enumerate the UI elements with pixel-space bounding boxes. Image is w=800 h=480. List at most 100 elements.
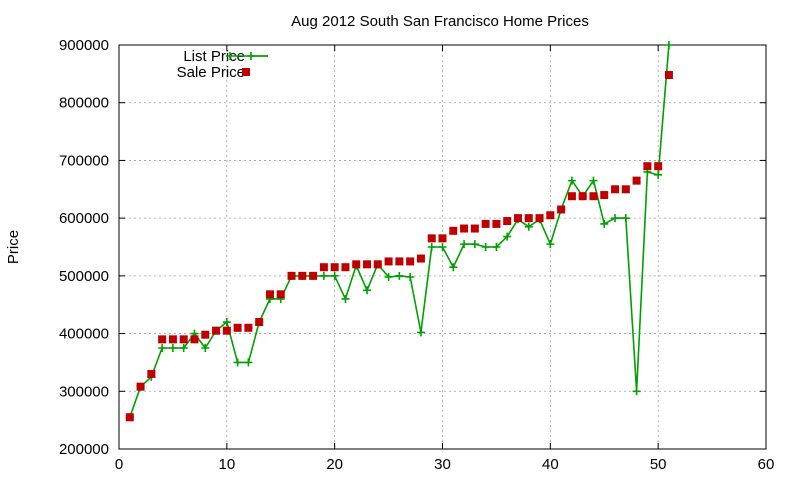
sale-price-point — [352, 260, 361, 269]
sale-price-point — [319, 263, 328, 272]
sale-price-point — [600, 191, 609, 200]
sale-price-point — [427, 234, 436, 243]
sale-price-point — [632, 176, 641, 185]
sale-price-point — [265, 290, 274, 299]
sale-price-point — [611, 185, 620, 194]
list-price-point — [632, 387, 641, 396]
sale-price-point — [287, 271, 296, 280]
list-price-point — [427, 243, 436, 251]
sale-price-point — [125, 413, 134, 422]
list-price-point — [179, 344, 188, 352]
y-tick-label: 500000 — [59, 268, 109, 285]
list-price-point — [600, 219, 609, 228]
sale-price-point — [438, 234, 447, 243]
list-price-point — [481, 243, 490, 251]
sale-price-point — [416, 254, 425, 263]
sale-price-point — [190, 335, 199, 344]
legend-marker-list-price — [226, 52, 234, 60]
legend-marker-sale-price — [242, 68, 250, 76]
y-tick-label: 300000 — [59, 383, 109, 400]
legend-marker-list-price — [247, 52, 255, 60]
sale-price-point — [470, 224, 479, 233]
list-price-point — [319, 271, 328, 280]
list-price-point — [503, 232, 512, 241]
sale-price-point — [244, 323, 253, 332]
legend: List Price Sale Price — [177, 48, 268, 81]
list-price-point — [233, 358, 242, 367]
sale-price-point — [276, 290, 285, 299]
sale-price-point — [179, 335, 188, 344]
series — [125, 41, 673, 422]
sale-price-point — [136, 382, 145, 391]
y-tick-label: 600000 — [59, 210, 109, 227]
list-price-point — [460, 240, 469, 249]
list-price-point — [654, 170, 663, 179]
list-price-point — [567, 176, 576, 185]
sale-price-point — [567, 192, 576, 201]
list-price-point — [492, 243, 501, 251]
sale-price-point — [255, 318, 264, 327]
sale-price-point — [212, 326, 221, 335]
sale-price-point — [643, 162, 652, 171]
list-price-point — [222, 318, 231, 327]
x-tick-label: 0 — [115, 456, 123, 473]
sale-price-point — [406, 257, 415, 266]
list-price-point — [589, 176, 598, 185]
sale-price-point — [535, 214, 544, 223]
sale-price-point — [395, 257, 404, 266]
x-tick-label: 40 — [542, 456, 559, 473]
sale-price-point — [147, 369, 156, 378]
y-tick-label: 900000 — [59, 37, 109, 54]
y-tick-label: 200000 — [59, 441, 109, 458]
list-price-point — [158, 344, 167, 352]
axis-ticks: 0 10 20 30 40 50 60 200000 300000 400000 500000 600… — [59, 37, 774, 473]
sale-price-point — [363, 260, 372, 269]
list-price-point — [664, 41, 673, 49]
sale-price-point — [158, 335, 167, 344]
sale-price-point — [557, 205, 566, 214]
sale-price-point — [341, 263, 350, 272]
sale-price-point — [222, 326, 231, 335]
list-price-point — [330, 271, 339, 280]
y-tick-label: 700000 — [59, 152, 109, 169]
list-price-point — [416, 328, 425, 337]
list-price-point — [470, 240, 479, 249]
x-tick-label: 20 — [326, 456, 343, 473]
sale-price-point — [654, 162, 663, 171]
sale-price-point — [298, 271, 307, 280]
list-price-point — [363, 286, 372, 295]
chart-title: Aug 2012 South San Francisco Home Prices — [291, 13, 589, 30]
y-axis-label: Price — [5, 230, 22, 264]
sale-price-point — [233, 323, 242, 332]
list-price-point — [611, 214, 620, 223]
sale-price-point — [546, 211, 555, 220]
sale-price-point — [492, 219, 501, 228]
list-price-point — [546, 240, 555, 249]
list-price-point — [406, 273, 415, 282]
y-tick-label: 400000 — [59, 326, 109, 343]
sale-price-point — [589, 192, 598, 201]
list-price-point — [621, 214, 630, 223]
legend-label-sale-price: Sale Price — [177, 64, 245, 81]
list-price-point — [168, 344, 177, 352]
x-tick-label: 60 — [758, 456, 775, 473]
list-price-point — [449, 263, 458, 272]
sale-price-point — [481, 219, 490, 228]
y-tick-label: 800000 — [59, 95, 109, 112]
sale-price-point — [664, 71, 673, 80]
sale-price-point — [513, 214, 522, 223]
list-price-point — [201, 344, 210, 352]
sale-price-point — [384, 257, 393, 266]
sale-price-point — [621, 185, 630, 194]
list-price-point — [395, 271, 404, 280]
sale-price-point — [330, 263, 339, 272]
list-price-point — [384, 273, 393, 282]
list-price-point — [244, 358, 253, 367]
x-tick-label: 30 — [434, 456, 451, 473]
list-price-line — [129, 44, 670, 418]
sale-price-point — [168, 335, 177, 344]
list-price-point — [438, 243, 447, 251]
sale-price-point — [460, 224, 469, 233]
list-price-point — [524, 222, 533, 231]
